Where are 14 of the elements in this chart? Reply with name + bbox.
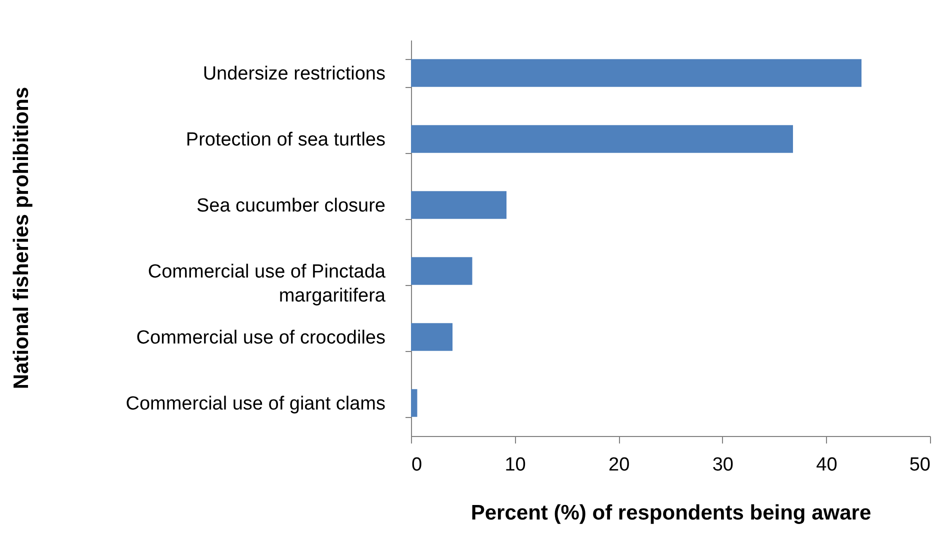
y-tick-label: Protection of sea turtles — [186, 130, 386, 150]
x-tick-label: 10 — [504, 454, 526, 476]
x-tick-label: 0 — [412, 454, 422, 476]
x-tick-label: 40 — [816, 454, 838, 476]
x-tick-label: 50 — [909, 454, 930, 476]
y-axis-title: National fisheries prohibitions — [10, 86, 33, 390]
y-tick-label: Commercial use of crocodiles — [136, 328, 386, 348]
x-axis-title: Percent (%) of respondents being aware — [470, 502, 872, 524]
y-tick-label: Undersize restrictions — [202, 64, 386, 84]
y-tick-label: Commercial use of giant clams — [126, 394, 386, 414]
y-tick-label: Commercial use of Pinctada margaritifera — [148, 262, 386, 306]
x-tick-label: 30 — [712, 454, 734, 476]
y-tick-label: Sea cucumber closure — [196, 196, 386, 216]
x-tick-label: 20 — [608, 454, 630, 476]
